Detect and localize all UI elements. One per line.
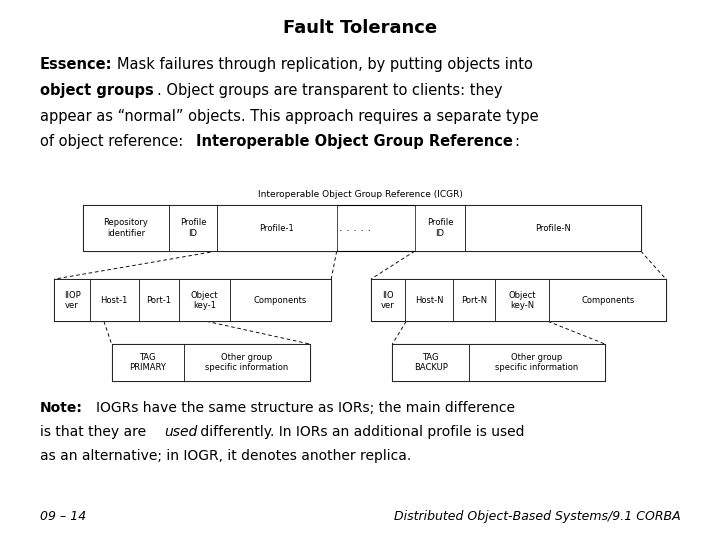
Text: Distributed Object-Based Systems/9.1 CORBA: Distributed Object-Based Systems/9.1 COR… — [394, 510, 680, 523]
Bar — [90, 279, 138, 321]
Bar — [184, 344, 310, 381]
Text: Profile
ID: Profile ID — [180, 219, 206, 238]
Bar — [83, 205, 169, 251]
Text: as an alternative; in IOGR, it denotes another replica.: as an alternative; in IOGR, it denotes a… — [40, 449, 411, 463]
Text: TAG
BACKUP: TAG BACKUP — [414, 353, 448, 372]
Text: Fault Tolerance: Fault Tolerance — [283, 19, 437, 37]
Text: . . . . .: . . . . . — [339, 223, 371, 233]
Text: Other group
specific information: Other group specific information — [205, 353, 288, 372]
Text: object groups: object groups — [40, 83, 153, 98]
Bar — [112, 344, 184, 381]
Text: Profile
ID: Profile ID — [427, 219, 453, 238]
Bar — [138, 279, 179, 321]
Bar — [230, 279, 331, 321]
Bar — [392, 344, 605, 381]
Text: Interoperable Object Group Reference (ICGR): Interoperable Object Group Reference (IC… — [258, 190, 462, 199]
Bar — [83, 205, 641, 251]
Text: Host-N: Host-N — [415, 296, 444, 305]
Text: Essence:: Essence: — [40, 57, 112, 72]
Text: Mask failures through replication, by putting objects into: Mask failures through replication, by pu… — [117, 57, 534, 72]
Bar — [549, 279, 666, 321]
Text: :: : — [514, 134, 519, 150]
Bar — [54, 279, 90, 321]
Bar — [169, 205, 217, 251]
Text: Components: Components — [581, 296, 634, 305]
Text: Interoperable Object Group Reference: Interoperable Object Group Reference — [196, 134, 513, 150]
Bar — [469, 344, 605, 381]
Text: Object
key-N: Object key-N — [508, 291, 536, 310]
Text: Profile-N: Profile-N — [535, 224, 571, 233]
Bar — [465, 205, 641, 251]
Text: Note:: Note: — [40, 401, 83, 415]
Text: Host-1: Host-1 — [101, 296, 128, 305]
Text: of object reference:: of object reference: — [40, 134, 187, 150]
Bar — [217, 205, 337, 251]
Bar — [179, 279, 230, 321]
Text: . Object groups are transparent to clients: they: . Object groups are transparent to clien… — [157, 83, 503, 98]
Bar — [392, 344, 469, 381]
Bar — [371, 279, 405, 321]
Text: Profile-1: Profile-1 — [259, 224, 294, 233]
Text: Other group
specific information: Other group specific information — [495, 353, 578, 372]
Bar — [405, 279, 454, 321]
Text: Port-1: Port-1 — [146, 296, 171, 305]
Text: IOGRs have the same structure as IORs; the main difference: IOGRs have the same structure as IORs; t… — [96, 401, 516, 415]
Bar — [495, 279, 549, 321]
Text: TAG
PRIMARY: TAG PRIMARY — [130, 353, 166, 372]
Text: used: used — [164, 425, 197, 439]
Bar — [415, 205, 465, 251]
Bar — [371, 279, 666, 321]
Text: IIO
ver: IIO ver — [381, 291, 395, 310]
Text: Components: Components — [254, 296, 307, 305]
Text: IIOP
ver: IIOP ver — [63, 291, 81, 310]
Text: Repository
identifier: Repository identifier — [104, 219, 148, 238]
Bar — [454, 279, 495, 321]
Text: appear as “normal” objects. This approach requires a separate type: appear as “normal” objects. This approac… — [40, 109, 539, 124]
Text: differently. In IORs an additional profile is used: differently. In IORs an additional profi… — [196, 425, 524, 439]
Bar — [54, 279, 331, 321]
Text: Object
key-1: Object key-1 — [191, 291, 218, 310]
Text: Port-N: Port-N — [461, 296, 487, 305]
Text: 09 – 14: 09 – 14 — [40, 510, 86, 523]
Bar — [112, 344, 310, 381]
Text: is that they are: is that they are — [40, 425, 150, 439]
